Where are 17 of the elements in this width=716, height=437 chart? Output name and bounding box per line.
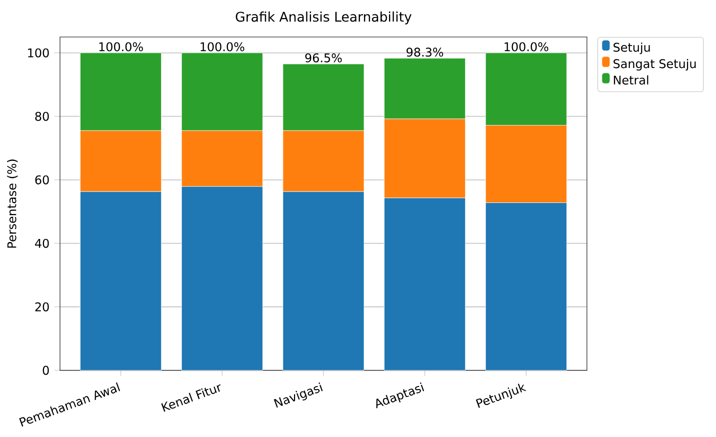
total-label: 100.0% bbox=[99, 42, 143, 52]
y-tick-label: 20 bbox=[35, 302, 49, 312]
total-label: 98.3% bbox=[406, 48, 444, 57]
legend-label: Netral bbox=[614, 75, 648, 85]
legend-label: Sangat Setuju bbox=[614, 58, 696, 71]
total-label: 100.0% bbox=[504, 42, 548, 52]
y-axis-title: Persentase (%) bbox=[7, 160, 18, 248]
legend-label: Setuju bbox=[614, 42, 650, 54]
y-tick-label: 100 bbox=[28, 48, 49, 58]
y-tick-label: 40 bbox=[35, 238, 49, 248]
total-label: 100.0% bbox=[200, 42, 244, 52]
chart-title: Grafik Analisis Learnability bbox=[236, 11, 412, 24]
y-tick-label: 80 bbox=[35, 112, 49, 121]
total-label: 96.5% bbox=[305, 53, 342, 62]
y-tick-label: 0 bbox=[42, 366, 49, 375]
y-tick-label: 60 bbox=[35, 175, 49, 184]
x-tick-label: Kenal Fitur bbox=[161, 384, 221, 412]
